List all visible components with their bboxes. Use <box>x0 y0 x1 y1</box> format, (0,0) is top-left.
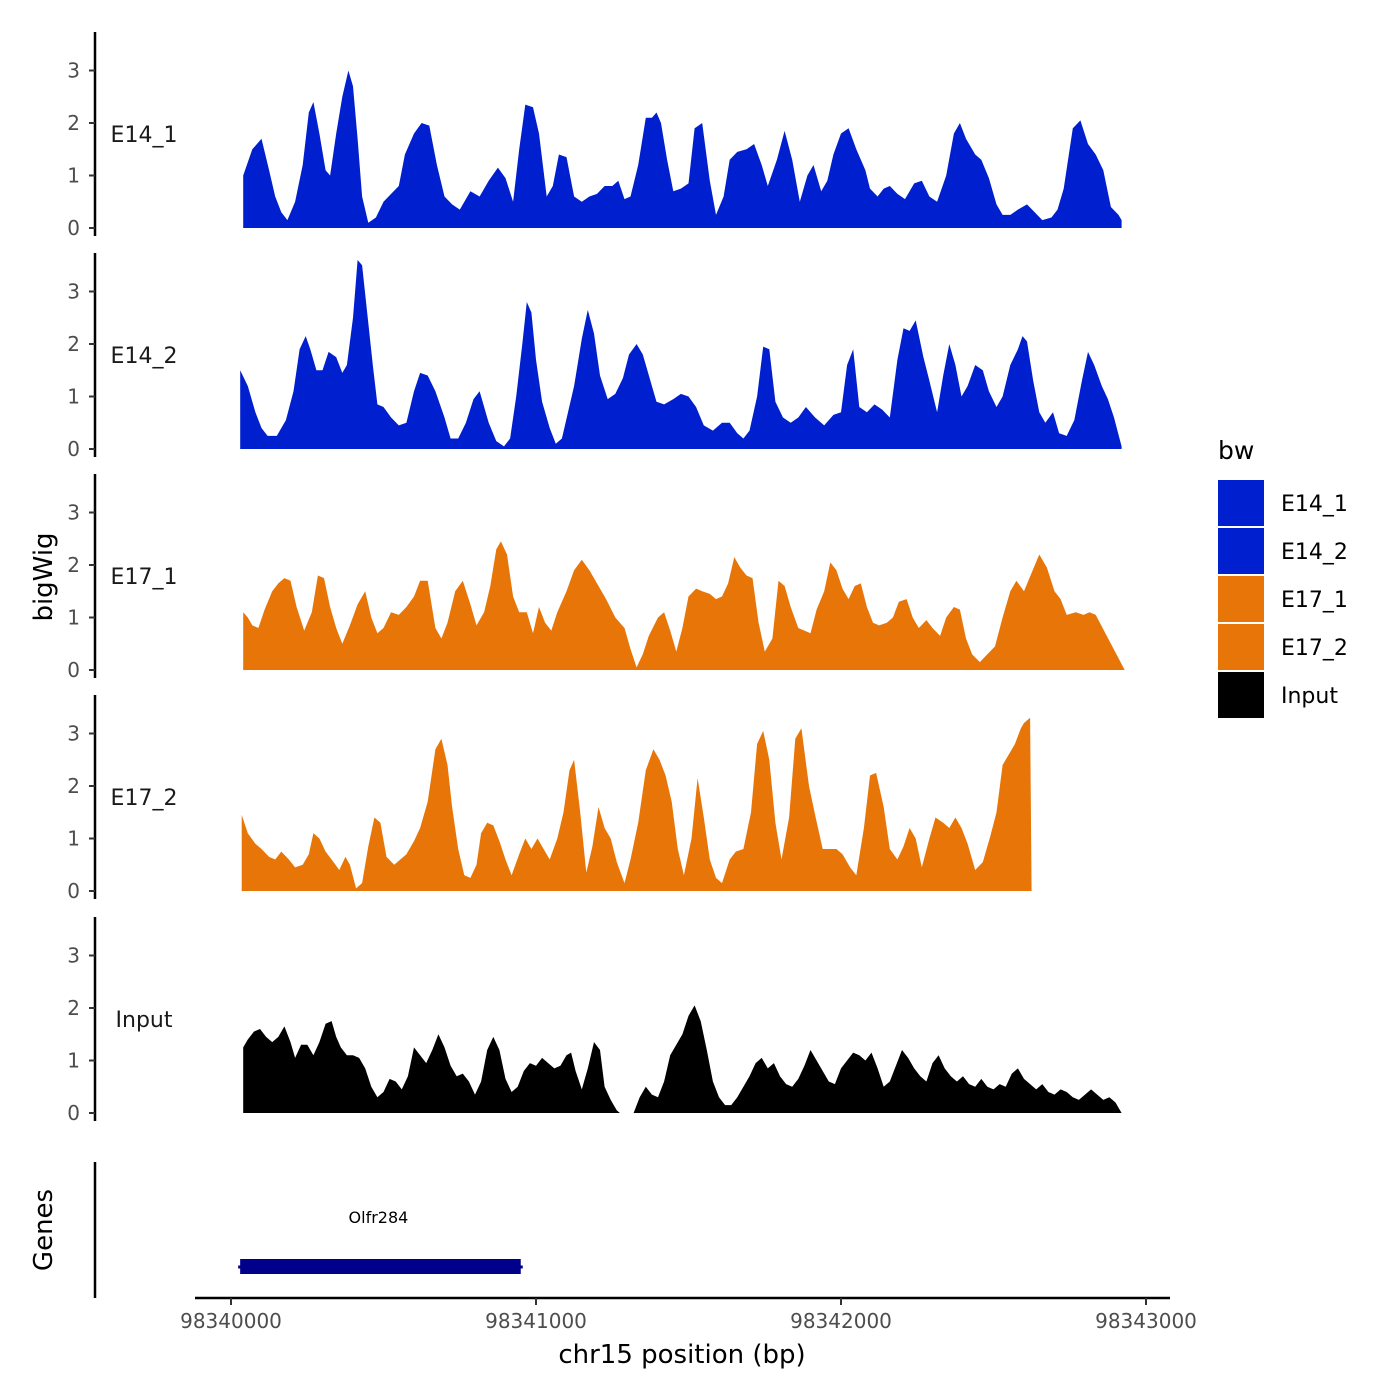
gene-label: Olfr284 <box>349 1208 409 1227</box>
x-tick-label: 98342000 <box>790 1309 892 1333</box>
legend-item-input: Input <box>1218 672 1338 718</box>
legend-swatch <box>1218 480 1264 526</box>
legend-label: E14_1 <box>1281 492 1348 517</box>
track-e17-2: 0 1 2 3 E17_2 <box>67 695 1032 903</box>
y-axis-title: bigWig <box>29 532 59 621</box>
y-tick-label: 3 <box>67 501 80 525</box>
y-tick-label: 2 <box>67 774 80 798</box>
x-tick-label: 98341000 <box>485 1309 587 1333</box>
y-tick-label: 2 <box>67 996 80 1020</box>
legend-swatch <box>1218 624 1264 670</box>
signal-tracks: 0 1 2 3 E14_1 0 1 2 3 E14_2 0 1 2 3 E17_1 0 1 2 3 E17_2 0 1 2 3… <box>67 32 1125 1125</box>
signal-area-input-segment-2 <box>633 1005 1122 1113</box>
legend-label: E17_2 <box>1281 636 1348 661</box>
track-input: 0 1 2 3 Input <box>67 917 1122 1125</box>
track-e14-1: 0 1 2 3 E14_1 <box>67 32 1122 240</box>
legend-title: bw <box>1218 436 1254 465</box>
track-e14-2: 0 1 2 3 E14_2 <box>67 253 1122 461</box>
gene-olfr284: Olfr284 <box>238 1208 523 1274</box>
x-tick-label: 98343000 <box>1095 1309 1197 1333</box>
legend-item-e17-1: E17_1 <box>1218 576 1348 622</box>
y-tick-label: 1 <box>67 827 80 851</box>
legend-item-e14-1: E14_1 <box>1218 480 1348 526</box>
genes-axis-title: Genes <box>29 1189 59 1271</box>
y-tick-label: 3 <box>67 280 80 304</box>
y-tick-label: 3 <box>67 722 80 746</box>
x-axis: 98340000 98341000 98342000 98343000 <box>180 1296 1197 1333</box>
signal-area-e14-1 <box>243 70 1122 228</box>
y-tick-label: 3 <box>67 59 80 83</box>
legend-item-e17-2: E17_2 <box>1218 624 1348 670</box>
signal-area-input <box>243 1021 620 1113</box>
genes-panel: Genes Olfr284 <box>29 1162 523 1298</box>
track-label: Input <box>116 1008 173 1033</box>
y-tick-label: 1 <box>67 385 80 409</box>
x-axis-title: chr15 position (bp) <box>558 1340 805 1370</box>
y-tick-label: 0 <box>67 658 80 682</box>
signal-area-e17-2 <box>241 717 1032 891</box>
y-tick-label: 0 <box>67 216 80 240</box>
y-tick-label: 0 <box>67 437 80 461</box>
legend-swatch <box>1218 528 1264 574</box>
y-tick-label: 2 <box>67 553 80 577</box>
legend-label: E17_1 <box>1281 588 1348 613</box>
legend-item-e14-2: E14_2 <box>1218 528 1348 574</box>
y-tick-label: 1 <box>67 1049 80 1073</box>
track-label: E17_1 <box>111 565 178 590</box>
legend: bw E14_1 E14_2 E17_1 E17_2 Input <box>1218 436 1348 718</box>
track-label: E17_2 <box>111 786 178 811</box>
legend-label: E14_2 <box>1281 540 1348 565</box>
signal-area-e17-1 <box>243 541 1125 670</box>
y-tick-label: 0 <box>67 879 80 903</box>
track-label: E14_2 <box>111 344 178 369</box>
x-tick-label: 98340000 <box>180 1309 282 1333</box>
y-tick-label: 3 <box>67 944 80 968</box>
legend-swatch <box>1218 672 1264 718</box>
track-e17-1: 0 1 2 3 E17_1 <box>67 474 1125 682</box>
legend-label: Input <box>1281 684 1338 709</box>
track-label: E14_1 <box>111 123 178 148</box>
y-tick-label: 2 <box>67 111 80 135</box>
legend-swatch <box>1218 576 1264 622</box>
signal-area-e14-2 <box>240 260 1122 449</box>
y-tick-label: 2 <box>67 332 80 356</box>
y-tick-label: 1 <box>67 164 80 188</box>
y-tick-label: 0 <box>67 1101 80 1125</box>
y-tick-label: 1 <box>67 606 80 630</box>
